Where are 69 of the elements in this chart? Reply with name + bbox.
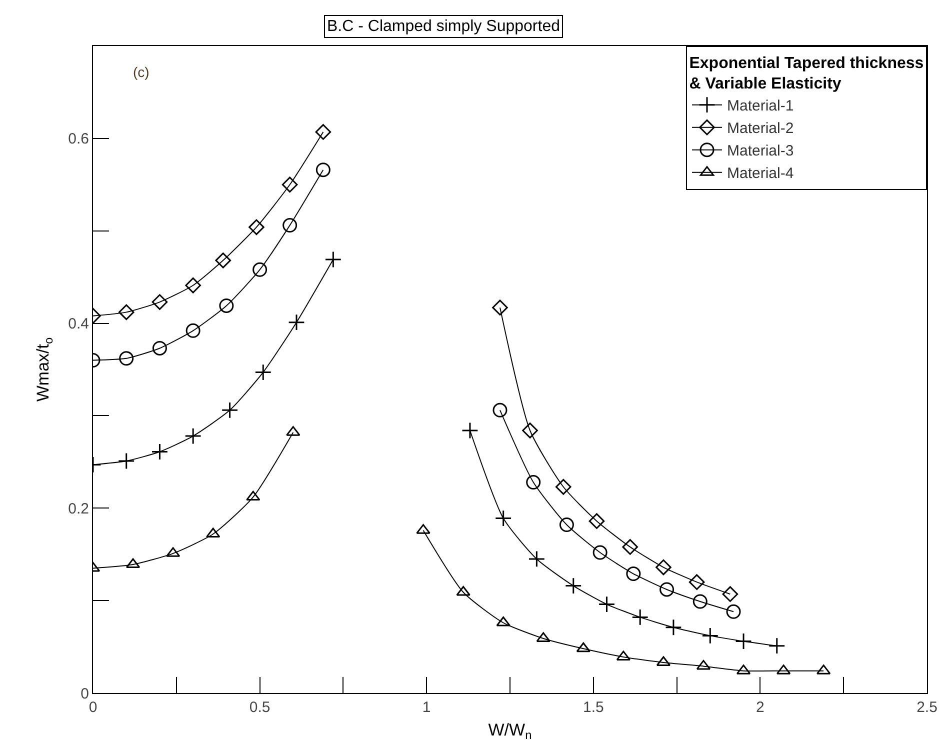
y-tick-label: 0.2 [68,500,89,518]
point [528,550,546,568]
point [185,277,201,294]
point [696,660,711,670]
point [492,300,508,316]
point [316,162,330,178]
point [252,262,268,277]
point [656,559,672,576]
point [462,422,478,439]
point [702,627,719,644]
point [219,298,234,313]
point [282,176,298,193]
point [151,443,168,460]
point [692,594,708,609]
point [152,340,167,356]
legend-label: Material-3 [727,142,794,160]
point [248,219,264,236]
point [494,510,512,527]
annotation: (c) [133,64,150,80]
point [522,422,538,438]
point [492,402,508,418]
point [215,252,231,268]
point [254,364,272,381]
point [564,577,582,594]
point [526,475,541,490]
point [626,566,641,582]
point [726,604,741,619]
point [559,518,574,532]
point [555,478,572,495]
point [688,574,705,590]
point [282,218,298,233]
point [722,586,738,602]
point [119,351,134,366]
point [632,608,649,626]
point [768,637,786,654]
point [246,490,260,501]
point [184,428,202,444]
point [221,402,238,419]
x-tick-label: 2 [756,699,764,716]
point [735,632,752,650]
point [206,528,220,538]
x-tick-label: 2.5 [916,699,938,716]
point [588,513,605,529]
legend-label: Material-2 [727,120,794,138]
point [126,558,140,568]
legend-title: Exponential Tapered thickness & Variable Elasticity [689,54,924,93]
point [598,596,616,613]
point [592,545,608,560]
point [622,539,638,555]
point [288,314,305,331]
y-tick-label: 0.4 [68,316,89,333]
point [576,642,590,652]
x-tick-label: 1.5 [582,699,604,716]
y-tick-label: 0 [80,685,89,702]
point [324,251,342,268]
y-tick-label: 0.6 [68,130,89,148]
chart-title: B.C - Clamped simply Supported [327,18,560,35]
legend-label: Material-4 [727,165,794,182]
point [118,452,135,470]
point [665,618,682,636]
legend-label: Material-1 [727,98,794,115]
x-axis-title: W/W$_{n}$ [488,720,532,742]
x-tick-label: 0.5 [249,699,270,716]
point [118,304,134,320]
point [660,582,674,597]
point [315,124,332,140]
point [186,323,200,338]
point [152,294,168,310]
x-tick-label: 1 [422,699,431,716]
